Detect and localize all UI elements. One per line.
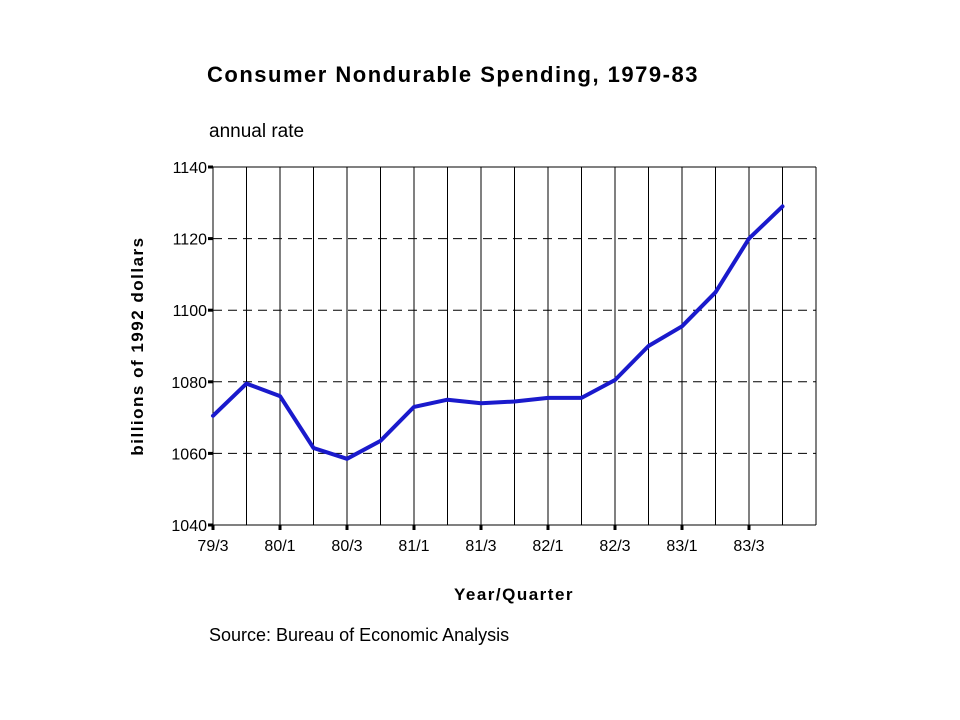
x-tick-label: 80/1 xyxy=(264,538,295,555)
vertical-gridlines xyxy=(246,167,817,525)
y-tick-mark xyxy=(208,380,213,384)
y-tick-label: 1140 xyxy=(173,160,208,177)
data-point xyxy=(514,400,515,402)
x-tick-label: 82/3 xyxy=(599,538,630,555)
data-point xyxy=(715,291,716,293)
horizontal-gridlines xyxy=(213,166,816,454)
data-point xyxy=(648,345,649,347)
y-tick-label: 1060 xyxy=(171,446,207,463)
y-tick-label: 1120 xyxy=(173,232,208,249)
y-tick-mark xyxy=(208,308,213,312)
data-point xyxy=(748,238,750,240)
data-point xyxy=(212,415,214,417)
data-point xyxy=(581,397,582,399)
x-tick-mark xyxy=(546,525,550,530)
series-line xyxy=(211,204,785,461)
data-point xyxy=(313,447,314,449)
x-tick-label: 83/1 xyxy=(666,538,697,555)
data-point xyxy=(681,325,683,327)
x-axis-title: Year/Quarter xyxy=(454,585,574,604)
axes xyxy=(212,167,816,526)
x-tick-label: 81/3 xyxy=(465,538,496,555)
data-point xyxy=(614,379,616,381)
x-tick-mark xyxy=(278,525,282,530)
data-point xyxy=(279,395,281,397)
data-point xyxy=(480,402,482,404)
source-note: Source: Bureau of Economic Analysis xyxy=(209,625,510,645)
y-axis-title: billions of 1992 dollars xyxy=(128,236,147,455)
x-tick-label: 79/3 xyxy=(197,538,228,555)
x-tick-mark xyxy=(747,525,751,530)
y-tick-mark xyxy=(208,165,213,169)
data-point xyxy=(782,205,783,207)
x-tick-mark xyxy=(613,525,617,530)
x-tick-mark xyxy=(680,525,684,530)
y-tick-mark xyxy=(208,451,213,455)
data-point xyxy=(380,440,381,442)
chart-title: Consumer Nondurable Spending, 1979-83 xyxy=(207,62,699,87)
data-point xyxy=(246,383,247,385)
y-tick-mark xyxy=(208,523,213,527)
y-tick-label: 1040 xyxy=(171,518,207,535)
y-tick-label: 1080 xyxy=(171,375,207,392)
x-tick-label: 82/1 xyxy=(532,538,563,555)
data-point xyxy=(413,406,415,408)
axis-ticks: 1040 1060 1080 1100 1120 1140 79/3 80/1 80/3 81/1… xyxy=(171,160,764,555)
y-tick-mark xyxy=(208,237,213,241)
x-tick-mark xyxy=(345,525,349,530)
x-tick-mark xyxy=(412,525,416,530)
x-tick-label: 83/3 xyxy=(733,538,764,555)
series-lines xyxy=(211,204,785,461)
chart-subtitle: annual rate xyxy=(209,121,305,142)
data-point xyxy=(346,458,348,460)
x-tick-mark xyxy=(211,525,215,530)
data-point xyxy=(447,399,448,401)
x-tick-label: 80/3 xyxy=(331,538,362,555)
y-tick-label: 1100 xyxy=(173,303,208,320)
data-point xyxy=(547,397,549,399)
x-tick-mark xyxy=(479,525,483,530)
x-tick-label: 81/1 xyxy=(398,538,429,555)
